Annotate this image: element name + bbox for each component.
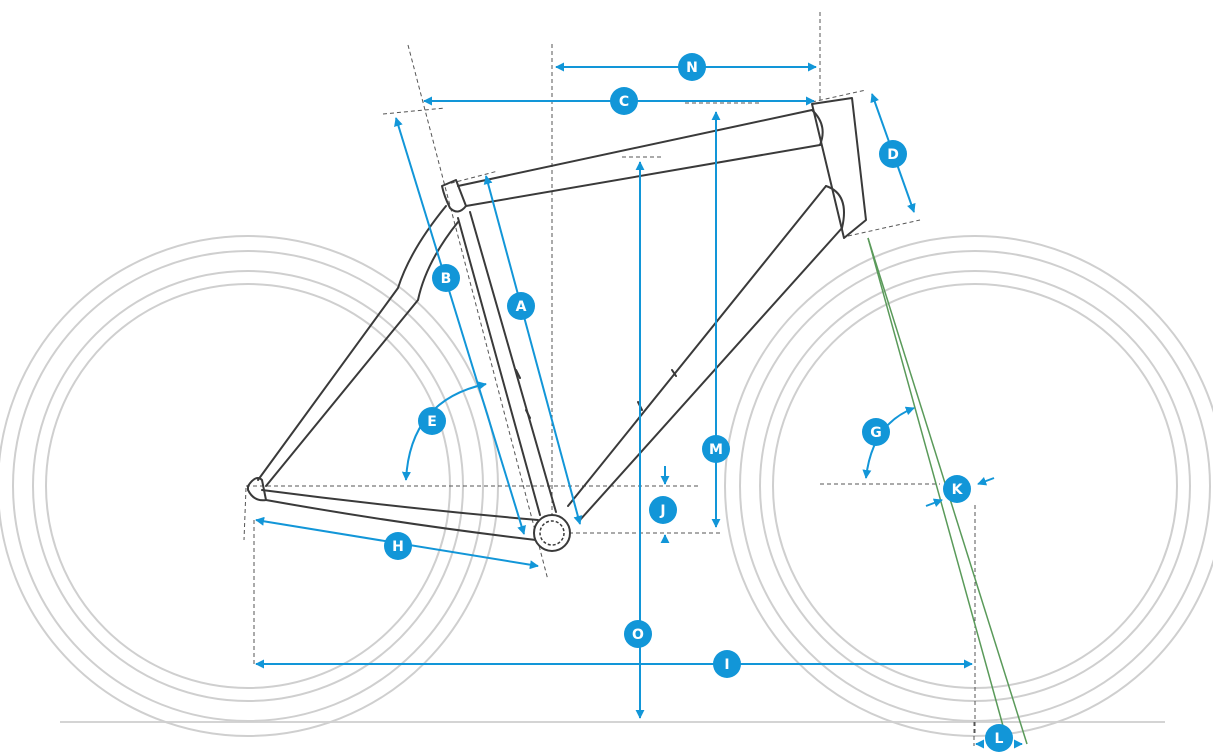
dimension-arc-E <box>401 381 487 481</box>
badge-K-circle <box>943 475 971 503</box>
badge-C: C <box>610 87 638 115</box>
badge-I-circle <box>713 650 741 678</box>
badge-J-label: J <box>659 503 665 519</box>
badge-K-label: K <box>952 482 964 498</box>
badge-L-label: L <box>995 731 1004 747</box>
badge-E: E <box>418 407 446 435</box>
badge-H-label: H <box>392 539 404 555</box>
badge-B: B <box>432 264 460 292</box>
badge-O: O <box>624 620 652 648</box>
front-wheel <box>724 235 1213 737</box>
badge-B-label: B <box>441 271 452 287</box>
badge-L-circle <box>985 724 1013 752</box>
badge-A-label: A <box>516 299 527 315</box>
badge-B-circle <box>432 264 460 292</box>
badge-G-circle <box>862 418 890 446</box>
badge-I-label: I <box>724 657 729 673</box>
badge-O-circle <box>624 620 652 648</box>
badge-M: M <box>702 435 730 463</box>
badge-D: D <box>879 140 907 168</box>
dimension-line-K-right <box>977 476 995 486</box>
badge-E-circle <box>418 407 446 435</box>
badge-A-circle <box>507 292 535 320</box>
badge-H: H <box>384 532 412 560</box>
badge-N-circle <box>678 53 706 81</box>
badge-C-circle <box>610 87 638 115</box>
badge-H-circle <box>384 532 412 560</box>
badge-A: A <box>507 292 535 320</box>
badge-D-circle <box>879 140 907 168</box>
badge-D-label: D <box>887 147 899 163</box>
badge-O-label: O <box>632 627 644 643</box>
trail-offset-line <box>867 237 1009 745</box>
badge-L: L <box>985 724 1013 752</box>
badge-M-circle <box>702 435 730 463</box>
badge-C-label: C <box>619 94 629 110</box>
badge-I: I <box>713 650 741 678</box>
badge-G-label: G <box>870 425 882 441</box>
badge-J-circle <box>649 496 677 524</box>
dimension-line-K-left <box>925 498 943 508</box>
badge-N-label: N <box>686 60 698 76</box>
dimension-line-A <box>483 175 583 525</box>
badge-E-label: E <box>427 414 437 430</box>
badge-K: K <box>943 475 971 503</box>
badge-M-label: M <box>709 442 723 458</box>
badge-N: N <box>678 53 706 81</box>
badge-G: G <box>862 418 890 446</box>
badge-J: J <box>649 496 677 524</box>
